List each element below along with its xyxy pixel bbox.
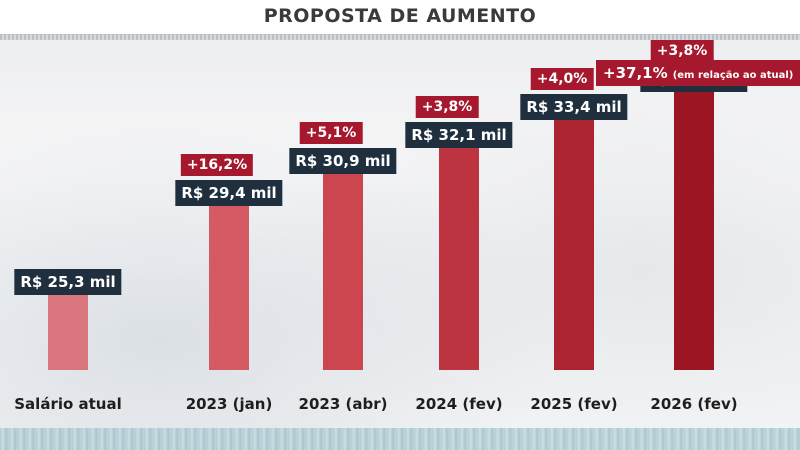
category-label-1: Salário atual <box>14 395 122 413</box>
bar-4 <box>439 148 479 370</box>
bar-3 <box>323 174 363 370</box>
chart-title: PROPOSTA DE AUMENTO <box>263 5 537 27</box>
bottom-strip <box>0 428 800 450</box>
value-label-1: R$ 25,3 mil <box>14 269 122 295</box>
category-label-2: 2023 (jan) <box>185 395 273 413</box>
percent-label-6: +3,8% <box>650 40 714 62</box>
total-change-value: +37,1% <box>603 64 668 82</box>
bar-5 <box>554 120 594 370</box>
value-label-5: R$ 33,4 mil <box>520 94 628 121</box>
total-change-note: (em relação ao atual) <box>672 70 794 81</box>
percent-label-3: +5,1% <box>299 122 363 145</box>
bar-2 <box>209 206 249 370</box>
title-divider <box>0 34 800 40</box>
value-label-4: R$ 32,1 mil <box>405 122 513 149</box>
category-label-3: 2023 (abr) <box>298 395 388 413</box>
percent-label-4: +3,8% <box>415 96 479 119</box>
category-label-6: 2026 (fev) <box>650 395 738 413</box>
category-label-5: 2025 (fev) <box>530 395 618 413</box>
title-bar: PROPOSTA DE AUMENTO <box>0 0 800 35</box>
percent-label-5: +4,0% <box>530 68 594 91</box>
percent-label-2: +16,2% <box>180 154 254 177</box>
value-label-2: R$ 29,4 mil <box>175 180 283 207</box>
bar-1 <box>48 295 88 370</box>
category-label-4: 2024 (fev) <box>415 395 503 413</box>
bar-6 <box>674 92 714 370</box>
value-label-3: R$ 30,9 mil <box>289 148 397 175</box>
total-change-badge: +37,1% (em relação ao atual) <box>596 60 800 86</box>
